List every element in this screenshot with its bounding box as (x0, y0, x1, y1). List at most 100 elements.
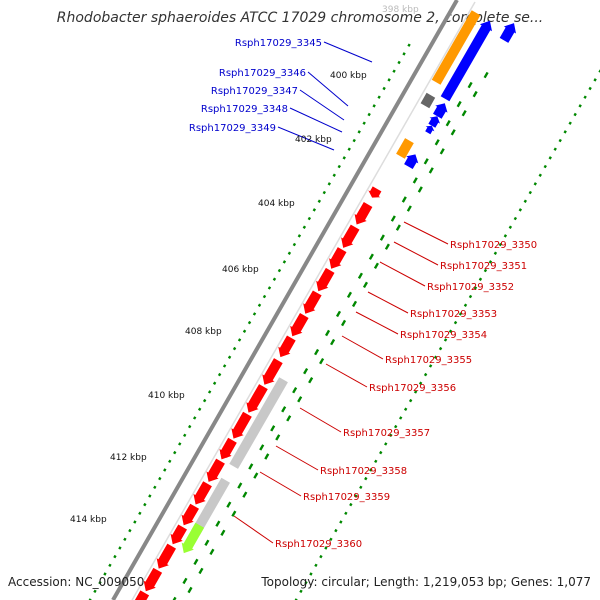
track-dot (337, 311, 340, 316)
track-dot (463, 111, 466, 116)
track-dot (480, 278, 481, 280)
track-dot (279, 269, 280, 271)
track-dot (109, 564, 110, 566)
track-dot (525, 200, 526, 202)
track-dot (216, 521, 219, 526)
track-dot (326, 330, 329, 335)
track-dot (315, 564, 316, 566)
track-dot (244, 330, 245, 332)
track-dot (565, 131, 566, 133)
gene-reverse-6 (290, 313, 308, 336)
track-dot (194, 417, 195, 419)
gene-3348b (425, 126, 434, 134)
label-rsph17029_3347-text: Rsph17029_3347 (211, 86, 298, 97)
track-dot (495, 252, 496, 254)
track-dot (154, 486, 155, 488)
tick-label: 414 kbp (70, 515, 107, 525)
track-dot (400, 417, 401, 419)
tick-dot-tracks (89, 44, 600, 600)
track-dot (274, 278, 275, 280)
track-dot (447, 121, 450, 126)
track-dot (589, 87, 590, 89)
label-rsph17029_3354-text: Rsph17029_3354 (400, 330, 487, 341)
track-dot (397, 225, 400, 230)
track-dot (530, 191, 531, 193)
track-dot (370, 254, 373, 259)
track-dot (375, 460, 376, 462)
track-dot (298, 397, 301, 402)
track-dot (324, 191, 325, 193)
track-dot (403, 53, 404, 55)
label-rsph17029_3348-leader (290, 108, 342, 132)
track-dot (349, 148, 350, 150)
track-dot (219, 373, 220, 375)
track-dot (515, 217, 516, 219)
track-dot (364, 282, 367, 287)
track-dot (189, 425, 190, 427)
tick-label: 406 kbp (222, 265, 259, 275)
label-rsph17029_3350-leader (404, 222, 448, 244)
label-rsph17029_3346-text: Rsph17029_3346 (219, 68, 306, 79)
outer-right-dots (295, 44, 600, 600)
label-rsph17029_3358: Rsph17029_3358 (276, 446, 407, 477)
gene-features (132, 10, 516, 600)
track-dot (369, 113, 370, 115)
gene-reverse-16 (157, 544, 176, 569)
track-dot (179, 443, 180, 445)
track-dot (520, 209, 521, 211)
track-dot (224, 365, 225, 367)
track-dot (485, 72, 488, 77)
track-dot (329, 183, 330, 185)
track-dot (440, 347, 441, 349)
track-dot (287, 416, 290, 421)
track-dot (334, 174, 335, 176)
track-dot (320, 556, 321, 558)
track-dot (455, 321, 456, 323)
label-rsph17029_3345-leader (324, 42, 372, 62)
track-dot (469, 82, 472, 87)
track-dot (570, 122, 571, 124)
track-dot (344, 157, 345, 159)
gene-reverse-4 (316, 268, 334, 291)
track-dot (345, 512, 346, 514)
gene-3349b (404, 154, 418, 169)
track-dot (545, 165, 546, 167)
track-dot (276, 435, 279, 440)
label-rsph17029_3353-leader (368, 292, 408, 313)
track-dot (378, 96, 379, 98)
tick-label: 410 kbp (148, 391, 185, 401)
label-rsph17029_3360: Rsph17029_3360 (234, 516, 362, 550)
inner-left-ticks (173, 82, 472, 600)
track-dot (184, 434, 185, 436)
track-dot (458, 102, 461, 107)
track-dot (159, 478, 160, 480)
label-rsph17029_3359-text: Rsph17029_3359 (303, 492, 390, 503)
accession-text: Accession: NC_009050 (8, 575, 144, 589)
track-dot (419, 187, 422, 192)
track-dot (284, 261, 285, 263)
gene-reverse-3 (329, 247, 346, 269)
track-dot (555, 148, 556, 150)
track-dot (169, 460, 170, 462)
track-dot (550, 157, 551, 159)
track-dot (124, 538, 125, 540)
track-dot (465, 304, 466, 306)
gene-reverse-17 (144, 568, 162, 591)
track-dot (410, 399, 411, 401)
track-dot (249, 464, 252, 469)
track-dot (510, 226, 511, 228)
tick-label: 404 kbp (258, 199, 295, 209)
track-dot (393, 70, 394, 72)
track-dot (149, 495, 150, 497)
track-dot (260, 445, 263, 450)
track-dot (259, 304, 260, 306)
track-dot (470, 295, 471, 297)
track-dot (189, 587, 192, 592)
tick-label: 400 kbp (330, 71, 367, 81)
label-rsph17029_3355-leader (342, 336, 383, 359)
label-rsph17029_3356-leader (326, 364, 367, 387)
gene-reverse-2 (341, 225, 359, 248)
track-dot (425, 373, 426, 375)
track-dot (359, 273, 362, 278)
track-dot (540, 174, 541, 176)
